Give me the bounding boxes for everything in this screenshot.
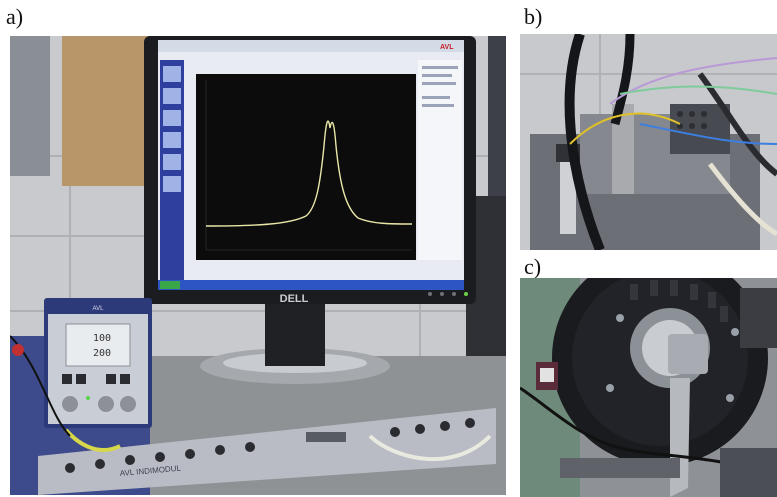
panel-c-illustration: [520, 278, 777, 497]
pressure-plot: [196, 74, 416, 260]
photo-panel-c: [520, 278, 777, 497]
indimodul: [38, 408, 496, 495]
panel-a-illustration: AVL DELL 100 200 AVL AVL INDIMODUL: [10, 36, 506, 495]
monitor-brand: DELL: [280, 293, 309, 305]
panel-label-c: c): [524, 254, 542, 279]
panel-b-illustration: [520, 34, 777, 250]
amp-logo: AVL: [93, 306, 105, 312]
photo-panel-b: [520, 34, 777, 250]
screen-logo: AVL: [440, 44, 454, 51]
panel-label-a: a): [6, 4, 24, 29]
photo-panel-a: AVL DELL 100 200 AVL AVL INDIMODUL: [10, 36, 506, 495]
amp-readout-2: 200: [93, 348, 111, 359]
panel-label-b: b): [524, 4, 543, 29]
pressure-trace: [205, 120, 413, 227]
amp-readout-1: 100: [93, 333, 111, 344]
